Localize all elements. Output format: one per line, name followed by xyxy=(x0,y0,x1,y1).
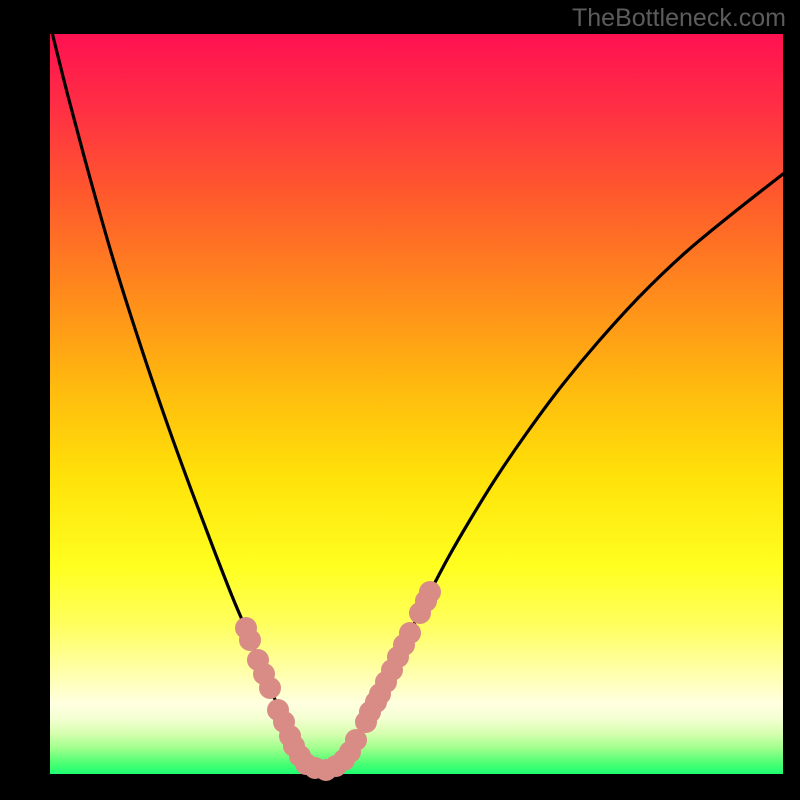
plot-area xyxy=(50,34,783,774)
v-curve xyxy=(50,24,783,770)
data-marker xyxy=(399,622,421,644)
data-marker xyxy=(239,629,261,651)
curve-layer xyxy=(50,34,783,774)
chart-frame: TheBottleneck.com xyxy=(0,0,800,800)
watermark-text: TheBottleneck.com xyxy=(572,4,786,33)
data-marker xyxy=(419,581,441,603)
marker-group xyxy=(235,581,441,781)
data-marker xyxy=(259,677,281,699)
